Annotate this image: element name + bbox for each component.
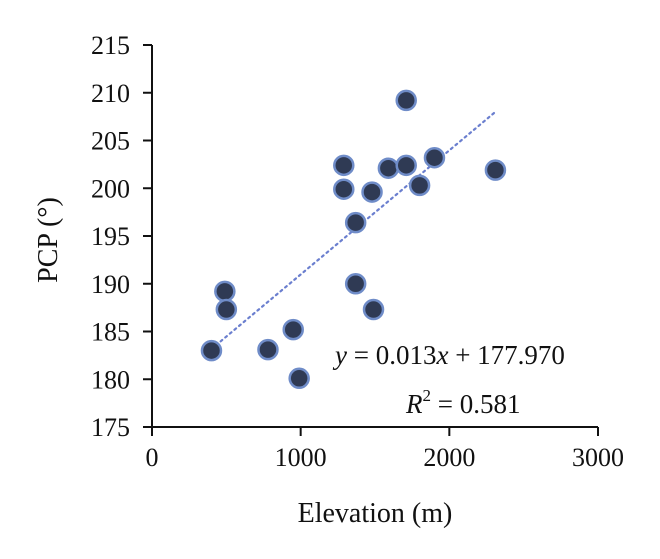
data-point: [282, 318, 304, 341]
data-point: [344, 211, 367, 234]
equation-x-var: x: [435, 340, 448, 370]
x-axis-title: Elevation (m): [298, 498, 453, 529]
y-tick-label: 180: [91, 365, 130, 394]
data-point: [484, 159, 507, 181]
data-point: [200, 339, 223, 362]
data-point: [333, 154, 355, 177]
data-point: [333, 178, 355, 200]
x-tick-label: 2000: [423, 443, 475, 472]
equation-coefficient: = 0.013: [347, 340, 436, 370]
points-group: [200, 89, 507, 390]
y-tick-label: 185: [91, 318, 130, 347]
axes: 175 180 185 190 195 200 205 210 215 0 1000 2000 3000: [91, 31, 624, 472]
x-tick-label: 0: [146, 443, 159, 472]
r-squared-symbol: R: [405, 389, 423, 419]
data-point: [215, 298, 238, 321]
y-tick-label: 210: [91, 79, 130, 108]
y-axis-title: PCP (°): [33, 197, 64, 283]
data-point: [361, 181, 383, 203]
data-point: [395, 154, 417, 177]
y-tick-label: 195: [91, 222, 130, 251]
data-point: [257, 338, 279, 361]
data-point: [288, 367, 310, 390]
y-tick-label: 200: [91, 174, 130, 203]
r-squared-label: R2 = 0.581: [405, 386, 520, 419]
data-point: [214, 280, 236, 303]
r-squared-value: = 0.581: [431, 389, 520, 419]
data-point: [362, 298, 385, 321]
equation-intercept: + 177.970: [448, 340, 564, 370]
trendline-equation: y = 0.013x + 177.970: [332, 340, 565, 370]
x-tick-label: 3000: [572, 443, 624, 472]
data-point: [408, 174, 431, 197]
data-point: [395, 89, 417, 112]
y-tick-label: 215: [91, 31, 130, 60]
x-tick-label: 1000: [275, 443, 327, 472]
data-point: [423, 146, 446, 169]
r-squared-exponent: 2: [423, 386, 432, 405]
data-point: [344, 273, 367, 295]
equation-y-var: y: [332, 340, 347, 370]
data-point: [377, 157, 400, 179]
y-tick-label: 190: [91, 270, 130, 299]
y-tick-label: 205: [91, 127, 130, 156]
y-tick-label: 175: [91, 413, 130, 442]
